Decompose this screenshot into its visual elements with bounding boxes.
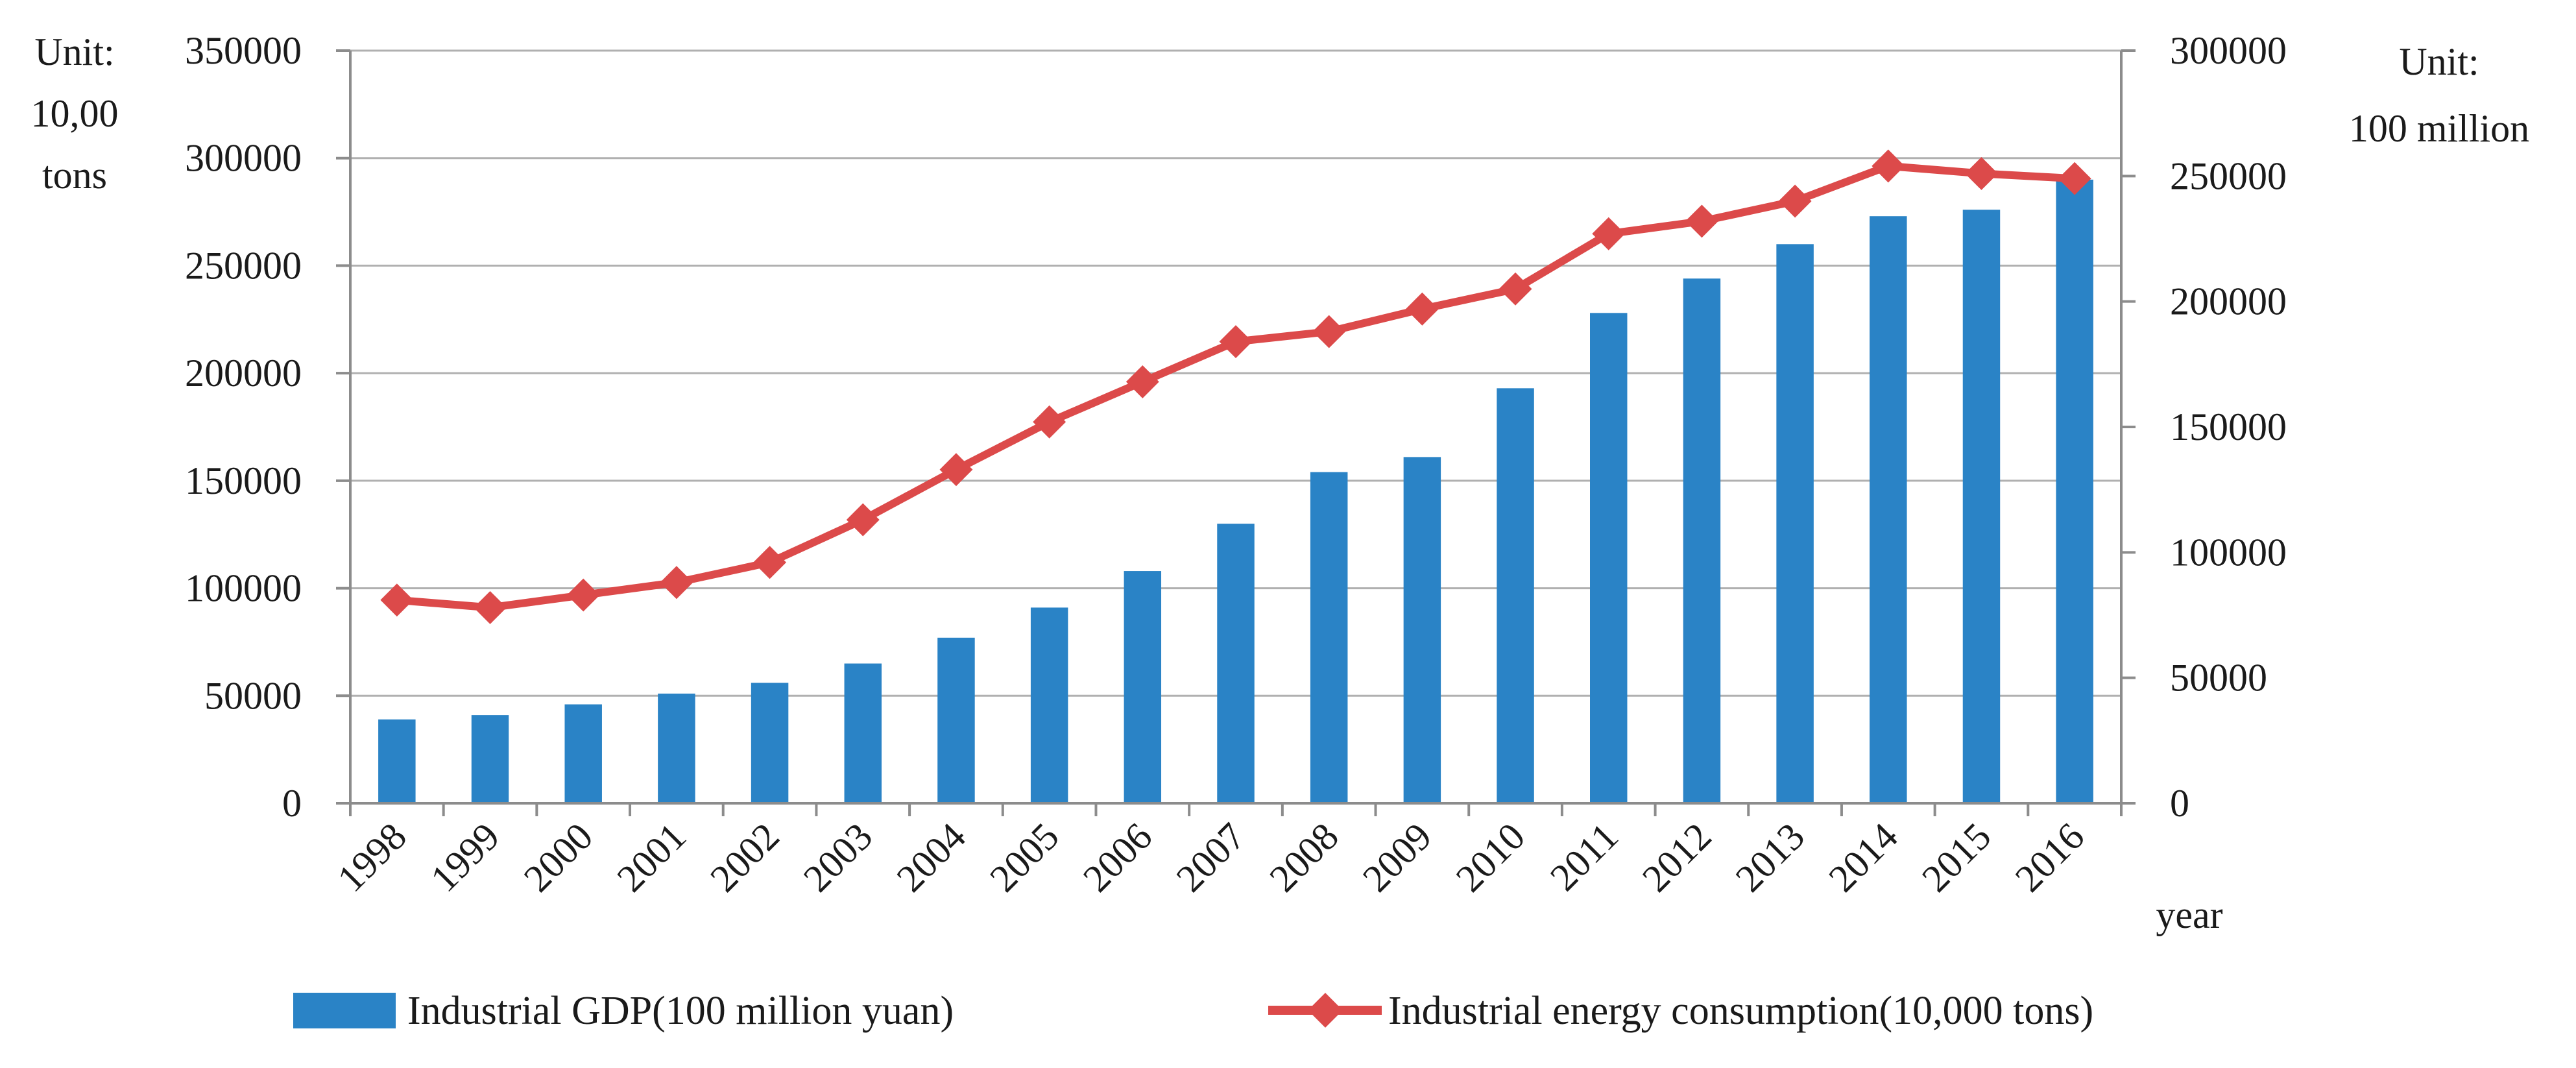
left-tick-label-350000: 350000 <box>185 29 302 72</box>
x-tick-label-2000: 2000 <box>516 815 601 901</box>
energy-point-2010 <box>1499 272 1532 306</box>
x-tick-label-2009: 2009 <box>1354 815 1440 901</box>
right-unit-line-2: 100 million <box>2349 107 2529 150</box>
left-tick-label-50000: 50000 <box>204 674 302 717</box>
right-tick-label-250000: 250000 <box>2170 154 2287 197</box>
gdp-bar-2000 <box>564 704 602 803</box>
left-tick-label-150000: 150000 <box>185 459 302 502</box>
right-tick-label-150000: 150000 <box>2170 406 2287 448</box>
right-tick-label-300000: 300000 <box>2170 29 2287 72</box>
legend-swatch-gdp <box>293 993 396 1028</box>
x-axis-label: year <box>2156 893 2222 936</box>
left-tick-label-250000: 250000 <box>185 244 302 287</box>
gdp-bar-2004 <box>937 637 975 803</box>
energy-point-1998 <box>380 583 414 617</box>
energy-point-2002 <box>753 546 787 579</box>
legend-label-gdp: Industrial GDP(100 million yuan) <box>407 989 954 1033</box>
left-unit-line-1: Unit: <box>34 30 114 73</box>
left-tick-label-300000: 300000 <box>185 137 302 180</box>
left-unit-line-2: 10,00 <box>31 92 119 135</box>
legend-label-energy: Industrial energy consumption(10,000 ton… <box>1388 989 2093 1033</box>
gdp-bar-2007 <box>1217 524 1255 803</box>
gdp-bar-2011 <box>1590 313 1628 803</box>
gdp-bar-2013 <box>1776 244 1814 803</box>
gdp-bar-2003 <box>844 663 882 803</box>
gdp-bar-2002 <box>751 683 789 803</box>
energy-point-2003 <box>846 503 880 537</box>
gdp-bar-1999 <box>471 715 509 803</box>
x-tick-label-2002: 2002 <box>702 815 788 901</box>
gdp-bar-2010 <box>1497 388 1534 803</box>
x-tick-label-2008: 2008 <box>1261 815 1347 901</box>
gdp-bar-2009 <box>1403 457 1441 803</box>
energy-point-2008 <box>1312 315 1346 348</box>
x-tick-label-2012: 2012 <box>1634 815 1720 901</box>
x-tick-label-2010: 2010 <box>1448 815 1534 901</box>
gdp-bar-2008 <box>1310 472 1348 803</box>
gdp-bar-2006 <box>1124 571 1162 803</box>
gdp-bar-1998 <box>378 719 416 803</box>
energy-point-2001 <box>660 566 693 600</box>
energy-point-2007 <box>1219 325 1253 358</box>
x-tick-label-1998: 1998 <box>330 815 415 901</box>
x-tick-label-2007: 2007 <box>1168 815 1254 901</box>
legend: Industrial GDP(100 million yuan) Industr… <box>293 989 2093 1033</box>
energy-point-2000 <box>566 578 600 612</box>
energy-point-2009 <box>1405 292 1439 326</box>
x-tick-label-2015: 2015 <box>1914 815 1999 901</box>
x-tick-label-2004: 2004 <box>889 815 974 901</box>
x-tick-label-2013: 2013 <box>1727 815 1813 901</box>
energy-point-2015 <box>1965 157 1998 190</box>
x-tick-label-2006: 2006 <box>1075 815 1161 901</box>
gdp-bar-2015 <box>1962 210 2001 803</box>
gdp-bars <box>378 179 2093 803</box>
x-tick-label-2011: 2011 <box>1542 815 1626 899</box>
x-tick-label-2005: 2005 <box>981 815 1067 901</box>
x-tick-label-1999: 1999 <box>422 815 508 901</box>
legend-swatch-energy-marker <box>1308 993 1343 1028</box>
right-tick-label-100000: 100000 <box>2170 531 2287 574</box>
energy-point-2006 <box>1125 365 1159 398</box>
energy-point-2014 <box>1872 149 1905 183</box>
left-tick-label-200000: 200000 <box>185 352 302 394</box>
left-tick-label-0: 0 <box>282 782 302 825</box>
axes <box>336 49 2136 816</box>
right-tick-label-200000: 200000 <box>2170 280 2287 323</box>
gdp-bar-2005 <box>1030 607 1068 803</box>
left-tick-label-100000: 100000 <box>185 567 302 610</box>
x-tick-label-2001: 2001 <box>609 815 695 901</box>
x-tick-label-2003: 2003 <box>795 815 881 901</box>
gdp-bar-2016 <box>2056 179 2093 803</box>
energy-point-2004 <box>939 453 973 487</box>
energy-point-1999 <box>474 590 507 624</box>
right-unit-line-1: Unit: <box>2399 40 2479 83</box>
energy-point-2011 <box>1592 217 1626 250</box>
right-tick-label-50000: 50000 <box>2170 657 2267 699</box>
gdp-bar-2014 <box>1870 216 1907 803</box>
right-tick-label-0: 0 <box>2170 782 2189 825</box>
gdp-bar-2012 <box>1683 278 1721 803</box>
left-unit-line-3: tons <box>42 154 107 197</box>
energy-point-2012 <box>1685 204 1718 238</box>
x-tick-label-2014: 2014 <box>1820 815 1906 901</box>
energy-point-2005 <box>1033 405 1066 439</box>
energy-point-2013 <box>1778 184 1812 218</box>
x-tick-label-2016: 2016 <box>2007 815 2093 901</box>
gdp-bar-2001 <box>658 693 695 803</box>
